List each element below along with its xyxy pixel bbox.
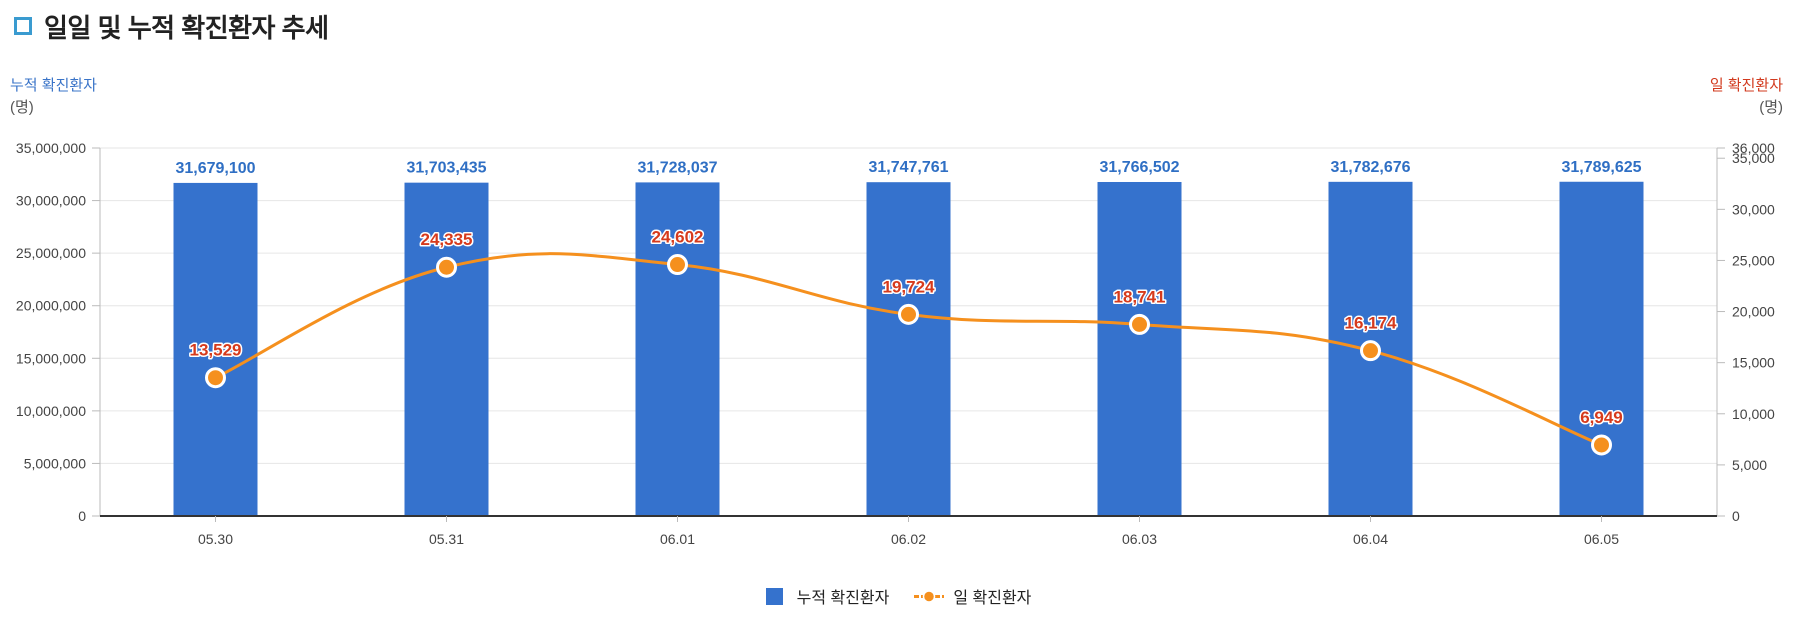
- bar-data-label: 31,766,502: [1099, 159, 1179, 176]
- line-data-label: 18,741: [1114, 287, 1166, 306]
- right-axis-title: 일 확진환자 (명): [1710, 75, 1783, 119]
- bar: [635, 182, 720, 517]
- left-axis-unit: (명): [10, 99, 34, 116]
- line-data-label: 13,529: [190, 341, 242, 360]
- line-data-label: 19,724: [883, 277, 936, 296]
- chart-title: 일일 및 누적 확진환자 추세: [44, 12, 329, 43]
- bar-data-label: 31,782,676: [1330, 159, 1410, 176]
- line-data-label: 24,335: [421, 230, 473, 249]
- bar-data-label: 31,747,761: [868, 159, 948, 176]
- line-point: [667, 254, 688, 276]
- x-tick-label: 06.03: [1122, 531, 1157, 547]
- line-point: [1360, 340, 1381, 362]
- bar-data-label: 31,679,100: [175, 160, 255, 177]
- x-tick-label: 06.04: [1353, 531, 1388, 547]
- x-tick-label: 06.01: [660, 531, 695, 547]
- x-tick-label: 06.05: [1584, 531, 1619, 547]
- right-tick-label: 10,000: [1732, 406, 1775, 422]
- x-tick-label: 05.30: [198, 531, 233, 547]
- line-point: [898, 303, 919, 325]
- right-tick-label: 0: [1732, 508, 1740, 524]
- square-bullet-icon: [14, 17, 32, 35]
- bar: [1097, 181, 1182, 516]
- legend-item-daily[interactable]: 일 확진환자: [913, 584, 1031, 608]
- bar: [404, 182, 489, 517]
- right-tick-label: 20,000: [1732, 304, 1775, 320]
- bar-data-label: 31,728,037: [637, 159, 717, 176]
- combo-chart: 0 5,000,000 10,000,000 15,000,000 20,000,000…: [16, 140, 1775, 547]
- bar: [866, 182, 951, 516]
- legend-item-cumulative[interactable]: 누적 확진환자: [765, 584, 890, 608]
- line-point: [205, 367, 226, 389]
- right-tick-label: 35,000: [1732, 150, 1775, 166]
- left-tick-label: 15,000,000: [16, 350, 86, 366]
- left-axis-label: 누적 확진환자: [10, 77, 97, 94]
- left-tick-label: 20,000,000: [16, 298, 86, 314]
- line-data-label: 6,949: [1580, 408, 1623, 427]
- legend-line-swatch-icon: [914, 589, 945, 603]
- left-tick-label: 10,000,000: [16, 403, 86, 419]
- chart-header: 일일 및 누적 확진환자 추세: [14, 6, 329, 46]
- bar-data-label: 31,789,625: [1561, 159, 1641, 176]
- right-tick-label: 25,000: [1732, 252, 1775, 268]
- right-tick-label: 15,000: [1732, 355, 1775, 371]
- chart-legend: 누적 확진환자 일 확진환자: [0, 584, 1797, 608]
- left-tick-label: 35,000,000: [16, 140, 86, 156]
- line-point: [1591, 434, 1612, 456]
- legend-bar-swatch-icon: [765, 587, 783, 605]
- right-tick-label: 5,000: [1732, 457, 1767, 473]
- right-tick-label: 30,000: [1732, 201, 1775, 217]
- x-tick-label: 06.02: [891, 531, 926, 547]
- legend-label-cumulative: 누적 확진환자: [796, 590, 890, 607]
- right-axis-unit: (명): [1759, 99, 1783, 116]
- legend-label-daily: 일 확진환자: [953, 590, 1032, 607]
- left-tick-label: 30,000,000: [16, 193, 86, 209]
- line-data-label: 24,602: [652, 228, 704, 247]
- right-axis-label: 일 확진환자: [1709, 77, 1783, 94]
- left-tick-label: 5,000,000: [24, 455, 86, 471]
- bar: [173, 182, 258, 517]
- line-point: [1129, 313, 1150, 335]
- left-tick-label: 25,000,000: [16, 245, 86, 261]
- left-axis-title: 누적 확진환자 (명): [10, 75, 97, 119]
- left-tick-label: 0: [78, 508, 86, 524]
- line-data-label: 16,174: [1345, 314, 1398, 333]
- x-tick-label: 05.31: [429, 531, 464, 547]
- bar: [1559, 181, 1644, 516]
- bar-data-label: 31,703,435: [406, 160, 486, 177]
- line-point: [436, 256, 457, 278]
- right-tick-label: 36,000: [1732, 140, 1775, 156]
